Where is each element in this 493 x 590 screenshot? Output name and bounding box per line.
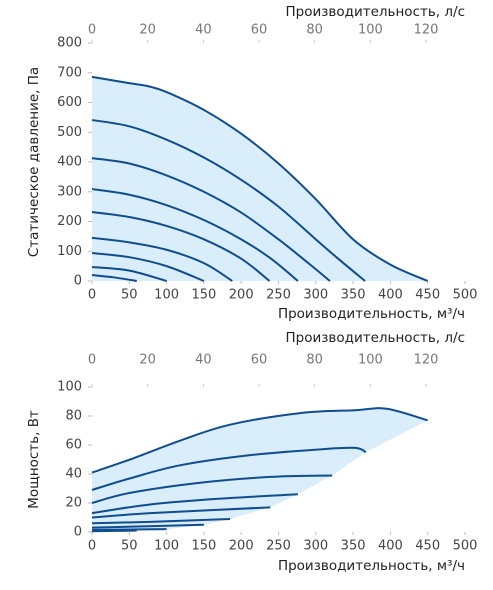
curve <box>91 210 271 282</box>
x2-tick-label: 120 <box>414 353 439 368</box>
x2-tick-label: 80 <box>306 23 323 38</box>
x2-tick-label: 20 <box>139 353 156 368</box>
curve <box>91 474 333 504</box>
curve <box>91 188 299 282</box>
x-tick-label: 0 <box>88 539 96 554</box>
x-axis-label: Производительность, м³/ч <box>278 558 465 574</box>
x-tick-label: 150 <box>191 288 216 303</box>
curve <box>91 529 137 533</box>
y-tick-label: 400 <box>57 155 82 170</box>
y-tick-label: 0 <box>74 274 82 289</box>
x-tick-label: 400 <box>378 288 403 303</box>
x-tick-label: 450 <box>415 539 440 554</box>
y-tick-label: 300 <box>57 184 82 199</box>
x-tick-label: 500 <box>453 288 478 303</box>
x2-tick-label: 20 <box>139 23 156 38</box>
x-tick-label: 450 <box>415 288 440 303</box>
x-tick-label: 200 <box>229 539 254 554</box>
y-tick-label: 0 <box>74 525 82 540</box>
curve <box>91 523 204 529</box>
curve <box>91 274 137 282</box>
x-axis-label: Производительность, м³/ч <box>278 306 465 322</box>
y-tick-label: 80 <box>65 409 82 424</box>
curve <box>91 236 233 282</box>
y-tick-label: 20 <box>65 496 82 511</box>
x2-tick-label: 100 <box>358 23 383 38</box>
x2-axis-label: Производительность, л/с <box>285 4 465 20</box>
y-tick-label: 100 <box>57 244 82 259</box>
y-tick-label: 600 <box>57 95 82 110</box>
x2-tick-label: 60 <box>251 353 268 368</box>
curve <box>91 266 167 282</box>
x-tick-label: 50 <box>121 288 138 303</box>
x-tick-label: 200 <box>229 288 254 303</box>
x-tick-label: 500 <box>453 539 478 554</box>
y-axis-label: Мощность, Вт <box>26 410 42 509</box>
x2-tick-label: 60 <box>251 23 268 38</box>
y-tick-label: 700 <box>57 65 82 80</box>
x2-tick-label: 120 <box>414 23 439 38</box>
x-tick-label: 100 <box>154 288 179 303</box>
x-tick-label: 100 <box>154 539 179 554</box>
x2-tick-label: 80 <box>306 353 323 368</box>
x2-tick-label: 40 <box>195 353 212 368</box>
x-tick-label: 400 <box>378 539 403 554</box>
curve <box>91 446 367 491</box>
curve <box>91 528 167 531</box>
curve <box>91 517 231 525</box>
curve <box>91 75 429 282</box>
y-tick-label: 40 <box>65 467 82 482</box>
x2-tick-label: 0 <box>88 353 96 368</box>
x-tick-label: 300 <box>303 288 328 303</box>
curve <box>91 157 331 282</box>
x-tick-label: 250 <box>266 288 291 303</box>
x2-tick-label: 100 <box>358 353 383 368</box>
y-tick-label: 100 <box>57 380 82 395</box>
curve <box>91 493 298 515</box>
x-tick-label: 250 <box>266 539 291 554</box>
y-axis-label: Статическое давление, Па <box>26 67 42 257</box>
x-tick-label: 150 <box>191 539 216 554</box>
y-tick-label: 60 <box>65 438 82 453</box>
x2-tick-label: 0 <box>88 23 96 38</box>
x-tick-label: 0 <box>88 288 96 303</box>
x-tick-label: 350 <box>341 539 366 554</box>
x2-axis-label: Производительность, л/с <box>285 330 465 346</box>
curve <box>91 119 366 282</box>
x2-tick-label: 40 <box>195 23 212 38</box>
curve <box>91 506 271 519</box>
curve <box>91 407 428 474</box>
x-tick-label: 350 <box>341 288 366 303</box>
y-tick-label: 500 <box>57 125 82 140</box>
y-tick-label: 800 <box>57 36 82 51</box>
y-tick-label: 200 <box>57 214 82 229</box>
x-tick-label: 300 <box>303 539 328 554</box>
curve <box>91 252 205 282</box>
x-tick-label: 50 <box>121 539 138 554</box>
